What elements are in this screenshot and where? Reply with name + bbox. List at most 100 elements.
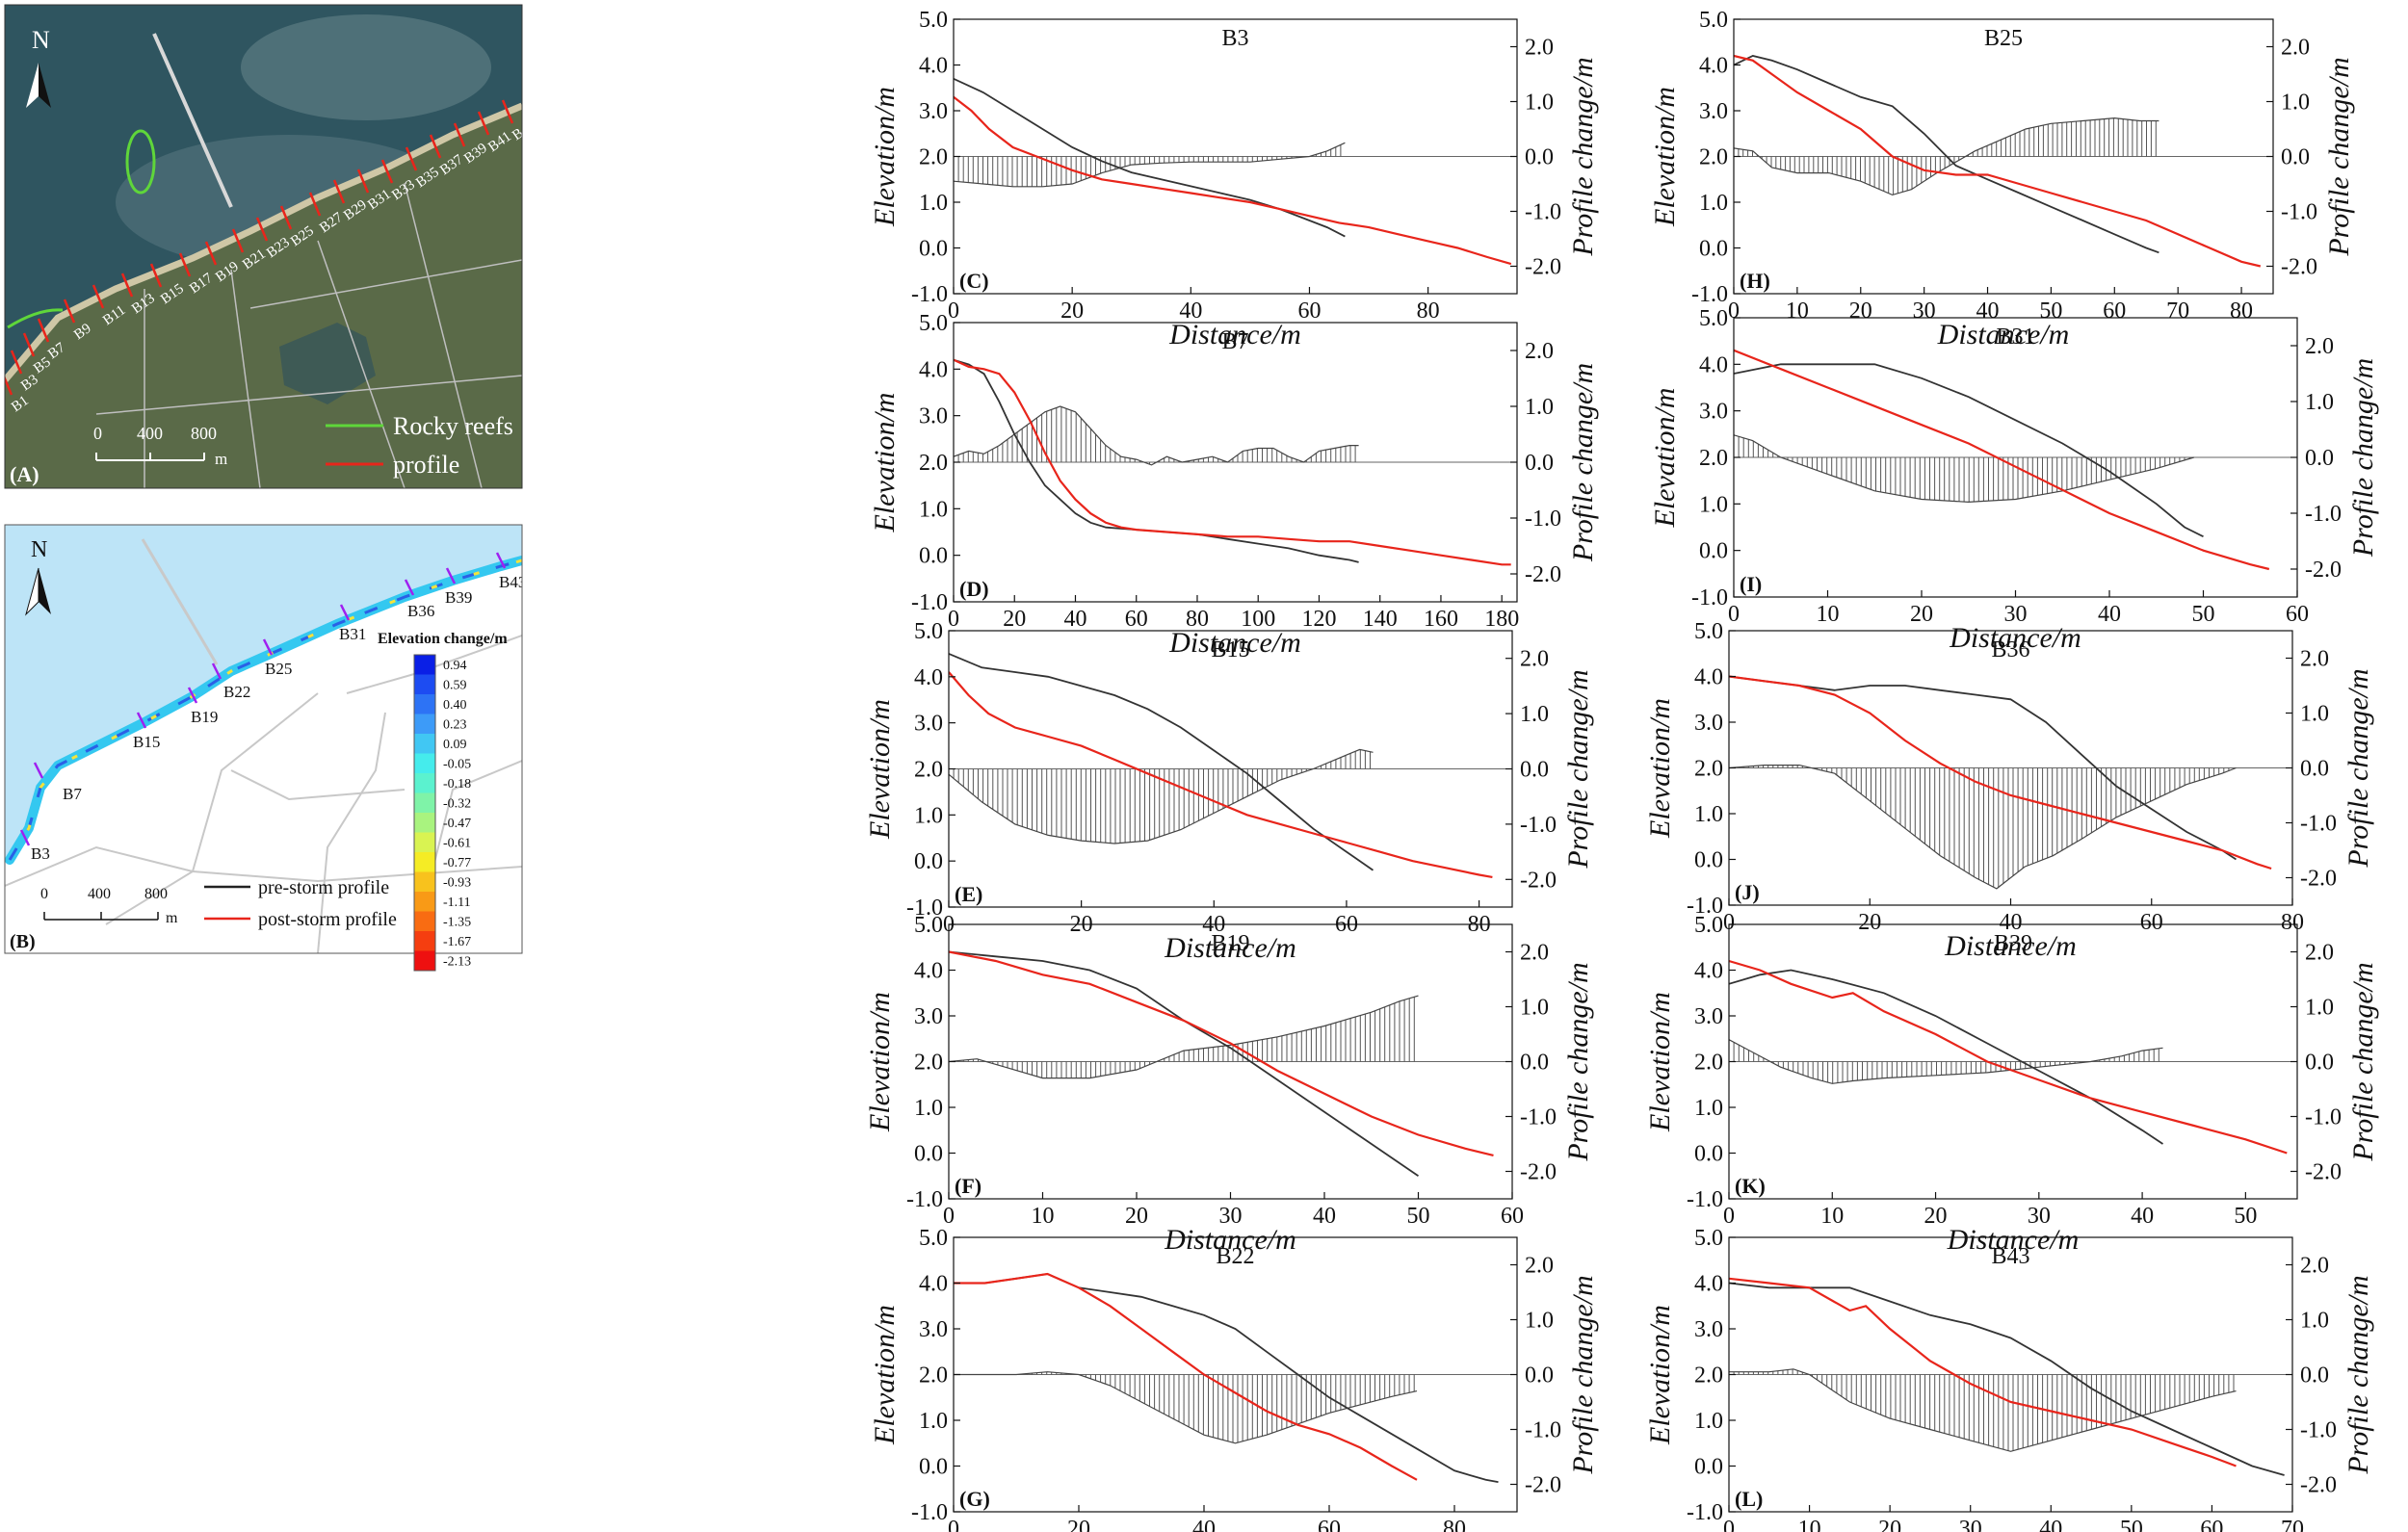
profile-change-bars xyxy=(1733,765,2235,888)
chart-title: B43 xyxy=(1991,1244,2029,1269)
profile-marker xyxy=(136,712,147,729)
y-tick-label: 3.0 xyxy=(1699,99,1728,124)
y-tick-label: -1.0 xyxy=(1691,585,1728,610)
profile-change-outline xyxy=(949,748,1374,844)
y2-tick-label: 0.0 xyxy=(1525,451,1554,476)
profile-marker xyxy=(339,604,351,621)
y2-tick-label: 1.0 xyxy=(1525,395,1554,420)
y-tick-label: 2.0 xyxy=(919,1363,948,1389)
x-tick-label: 120 xyxy=(1301,607,1336,632)
y-tick-label: 0.0 xyxy=(919,1455,948,1480)
x-tick-label: 20 xyxy=(1003,607,1026,632)
colorbar-label: -0.61 xyxy=(443,837,471,851)
x-tick-label: 60 xyxy=(2286,602,2309,627)
x-axis-label: Distance/m xyxy=(1947,1224,2080,1256)
y2-axis-label: Profile change/m xyxy=(2343,1275,2374,1474)
y2-tick-label: -1.0 xyxy=(2281,200,2317,225)
profile-marker xyxy=(187,687,198,704)
y2-axis-label: Profile change/m xyxy=(1567,363,1599,562)
profile-line xyxy=(63,299,76,324)
rocky-reef-outline xyxy=(125,129,156,195)
y-axis-label: Elevation/m xyxy=(1644,1305,1676,1445)
x-tick-label: 10 xyxy=(1798,1517,1821,1532)
profile-label: B3 xyxy=(31,844,50,863)
profile-chart-g: 0 20 40 60 80 -1.0 0.0 1.0 2.0 3.0 4.0 5.0 -2.0 -1.0 0… xyxy=(869,1226,1599,1532)
y2-tick-label: 2.0 xyxy=(1525,1254,1554,1279)
y2-tick-label: 2.0 xyxy=(2300,647,2329,672)
colorbar-label: 0.09 xyxy=(443,738,467,752)
colorbar-label: -0.05 xyxy=(443,758,471,772)
profile-line xyxy=(5,375,13,396)
panel-label: (G) xyxy=(959,1487,990,1511)
colorbar-swatch xyxy=(414,911,435,931)
pre-storm-profile-line xyxy=(949,653,1374,871)
x-tick-label: 30 xyxy=(1913,299,1936,324)
land-area xyxy=(5,106,522,488)
profile-change-outline xyxy=(1729,764,2237,890)
x-tick-label: 160 xyxy=(1424,607,1458,632)
colorbar-label: -0.32 xyxy=(443,797,471,812)
profile-label: B22 xyxy=(223,683,250,701)
y-axis-label: Elevation/m xyxy=(869,1305,901,1445)
y2-tick-label: -2.0 xyxy=(2300,1473,2337,1498)
y2-tick-label: 2.0 xyxy=(1520,647,1549,672)
x-tick-label: 50 xyxy=(2192,602,2215,627)
y2-tick-label: 2.0 xyxy=(1525,36,1554,61)
colorbar-title: Elevation change/m xyxy=(378,631,508,647)
road-line xyxy=(230,769,406,801)
profile-change-outline xyxy=(1729,1368,2237,1452)
y-tick-label: 2.0 xyxy=(1694,1051,1723,1076)
x-tick-label: 20 xyxy=(1060,299,1084,324)
x-tick-label: 20 xyxy=(1878,1517,1901,1532)
profile-change-outline xyxy=(954,142,1346,188)
scale-bar-label: 400 xyxy=(88,886,111,902)
y2-tick-label: -1.0 xyxy=(2300,812,2337,837)
reservoir xyxy=(279,323,376,404)
colorbar-label: 0.23 xyxy=(443,718,467,733)
y2-axis-label: Profile change/m xyxy=(1567,57,1599,256)
post-storm-profile-line xyxy=(1729,959,2288,1155)
colorbar-swatch xyxy=(414,674,435,694)
y2-tick-label: 0.0 xyxy=(2300,757,2329,782)
y-tick-label: 5.0 xyxy=(919,1226,948,1251)
x-tick-label: 10 xyxy=(1786,299,1809,324)
colorbar-swatch xyxy=(414,753,435,773)
x-tick-label: 60 xyxy=(2140,910,2163,935)
x-tick-label: 60 xyxy=(1297,299,1321,324)
y-tick-label: 2.0 xyxy=(914,1051,943,1076)
y2-tick-label: 0.0 xyxy=(2305,446,2334,471)
y2-tick-label: -1.0 xyxy=(2305,1105,2342,1130)
profile-line xyxy=(453,122,466,147)
x-tick-label: 40 xyxy=(2131,1204,2154,1229)
y-axis-label: Elevation/m xyxy=(869,87,901,227)
x-tick-label: 70 xyxy=(2166,299,2189,324)
y-tick-label: 2.0 xyxy=(914,758,943,783)
scale-bar-label: 800 xyxy=(191,424,217,443)
y2-tick-label: 1.0 xyxy=(1525,1309,1554,1334)
colorbar-label: -2.13 xyxy=(443,955,471,970)
y-tick-label: 2.0 xyxy=(1694,757,1723,782)
y2-tick-label: -1.0 xyxy=(2305,502,2342,527)
y-tick-label: 5.0 xyxy=(914,619,943,644)
y-tick-label: 2.0 xyxy=(1699,446,1728,471)
y2-tick-label: 1.0 xyxy=(2305,390,2334,415)
y2-tick-label: -2.0 xyxy=(1520,1160,1557,1185)
chart-title: B19 xyxy=(1211,931,1249,956)
y-tick-label: 1.0 xyxy=(1699,191,1728,216)
legend-label: post-storm profile xyxy=(258,909,397,930)
panel-label: (L) xyxy=(1735,1487,1763,1511)
profile-line xyxy=(332,179,346,204)
x-tick-label: 70 xyxy=(2281,1517,2304,1532)
road-line xyxy=(249,259,522,309)
x-tick-label: 60 xyxy=(1501,1204,1524,1229)
north-arrow-icon xyxy=(39,568,51,614)
y-tick-label: -1.0 xyxy=(911,1500,948,1525)
road-line xyxy=(230,269,261,488)
x-axis-label: Distance/m xyxy=(1937,319,2070,351)
chart-title: B39 xyxy=(1994,931,2032,956)
x-tick-label: 20 xyxy=(1849,299,1872,324)
y-tick-label: 5.0 xyxy=(1699,8,1728,33)
pre-storm-profile-line xyxy=(954,358,1359,563)
x-tick-label: 40 xyxy=(1179,299,1202,324)
